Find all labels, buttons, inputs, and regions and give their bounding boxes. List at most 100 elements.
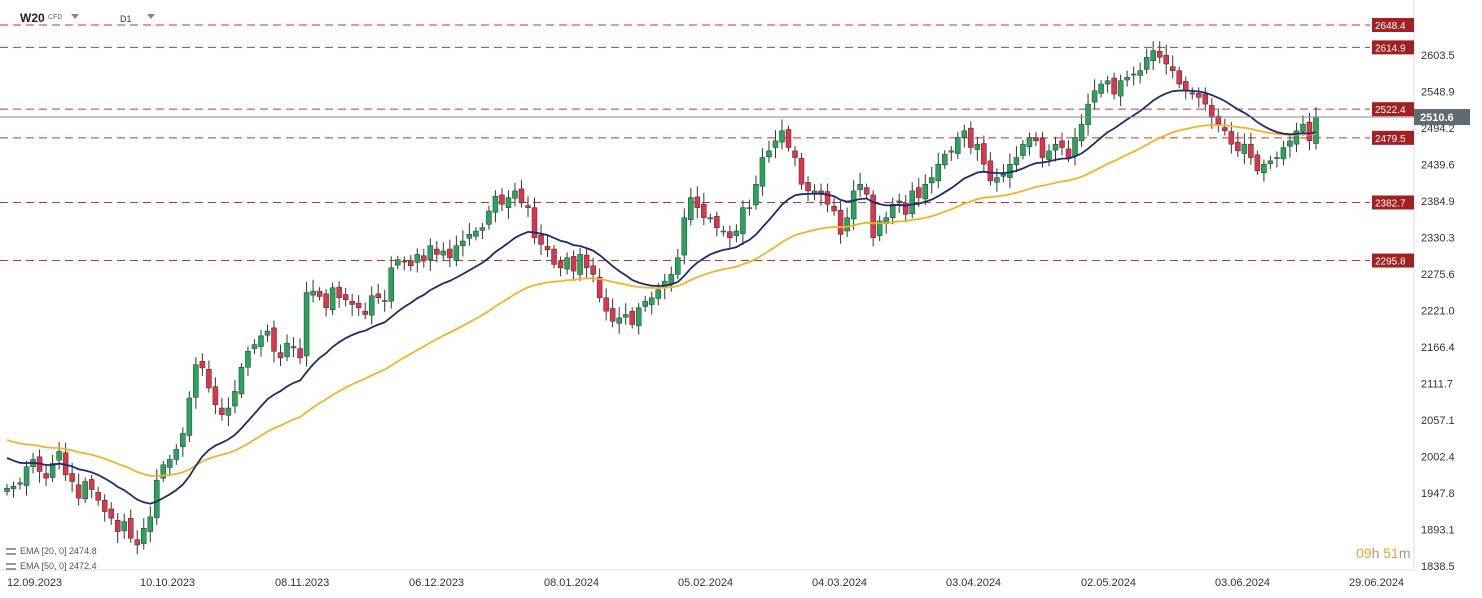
symbol-dropdown-chevron-down-icon[interactable] [71, 14, 79, 19]
candle [1293, 130, 1300, 145]
x-tick-label: 06.12.2023 [409, 577, 464, 589]
timeframe-dropdown-chevron-down-icon[interactable] [147, 14, 155, 19]
candle [551, 248, 557, 265]
candle [219, 407, 225, 415]
ema50-legend[interactable]: EMA [50, 0] 2472.4 [6, 561, 97, 571]
candle [1274, 157, 1280, 159]
candle [609, 308, 616, 322]
candle [381, 300, 388, 302]
candle [740, 207, 746, 234]
y-tick-label: 2111.7 [1421, 379, 1453, 391]
candle [264, 330, 271, 336]
candle [1176, 70, 1182, 85]
level-tag-label: 2614.9 [1375, 43, 1406, 54]
indicator-settings-icon[interactable] [6, 563, 16, 571]
candle [720, 230, 727, 233]
candle [681, 217, 688, 256]
candle [434, 248, 440, 255]
candle [590, 265, 596, 275]
candle [440, 250, 447, 256]
candle [492, 196, 499, 213]
candle [56, 451, 62, 461]
candle [427, 245, 434, 260]
candle [1137, 70, 1143, 76]
candle [342, 294, 349, 301]
candle [701, 204, 707, 218]
candle [160, 464, 167, 479]
candle [1124, 77, 1130, 81]
candle [17, 482, 23, 485]
candle [668, 274, 675, 285]
candle [785, 129, 792, 148]
candle [857, 184, 863, 190]
y-tick-label: 2057.1 [1421, 415, 1455, 427]
y-tick-label: 2548.9 [1421, 86, 1455, 98]
candle [1267, 160, 1274, 164]
candle [186, 397, 193, 436]
candle [850, 190, 857, 220]
candle [707, 217, 714, 220]
candle [453, 245, 460, 261]
indicator-settings-icon[interactable] [6, 548, 16, 556]
ema20-legend[interactable]: EMA [20, 0] 2474.8 [6, 546, 97, 556]
x-tick-label: 29.06.2024 [1349, 577, 1404, 589]
candle [232, 391, 238, 407]
candle [251, 344, 258, 349]
candle [1189, 92, 1196, 95]
candle [1156, 51, 1163, 58]
y-tick-label: 2439.6 [1421, 159, 1455, 171]
candle [909, 190, 915, 214]
y-tick-label: 2275.6 [1421, 269, 1455, 281]
candle [955, 137, 961, 154]
candle [772, 140, 779, 148]
candle [297, 348, 303, 359]
candle [180, 433, 186, 448]
candle [1098, 83, 1104, 94]
candle [525, 205, 531, 208]
timeframe-label[interactable]: D1 [120, 14, 132, 24]
candle [531, 207, 538, 238]
x-tick-label: 02.05.2024 [1081, 577, 1136, 589]
candle [792, 150, 798, 158]
ema50-value: 2472.4 [69, 561, 97, 571]
timer-minutes-unit: m [1398, 545, 1411, 561]
candle [323, 293, 329, 309]
ema50-label: EMA [50, 0] [20, 561, 67, 571]
candle [69, 473, 75, 482]
level-tag [1372, 40, 1414, 55]
candle [277, 352, 284, 359]
candle [577, 254, 583, 275]
candle [108, 508, 114, 519]
candle [421, 255, 427, 262]
candle [271, 327, 277, 352]
candle [837, 210, 844, 235]
candle [447, 248, 453, 258]
candle [798, 157, 805, 185]
y-tick-label: 2002.4 [1421, 452, 1455, 464]
candle [1280, 147, 1287, 160]
candle [336, 286, 342, 299]
candle [1117, 80, 1124, 97]
candle [766, 150, 772, 158]
candle [23, 466, 30, 486]
candle [199, 361, 206, 369]
candle [4, 487, 10, 492]
instrument-type-label: CFD [48, 14, 63, 21]
candle [1039, 137, 1046, 158]
candle [1020, 143, 1026, 156]
candle [114, 519, 121, 532]
candle [961, 130, 968, 138]
x-tick-label: 08.11.2023 [275, 577, 329, 589]
x-tick-label: 12.09.2023 [7, 577, 62, 589]
candle [564, 257, 570, 270]
candle [805, 181, 811, 192]
symbol-label[interactable]: W20 [20, 11, 45, 25]
candle [1183, 81, 1189, 91]
candle [616, 317, 622, 324]
candle [154, 479, 160, 518]
candle [368, 295, 375, 316]
ema50-line [6, 124, 1317, 477]
timer-minutes: 51 [1383, 545, 1399, 561]
candle [245, 350, 251, 368]
